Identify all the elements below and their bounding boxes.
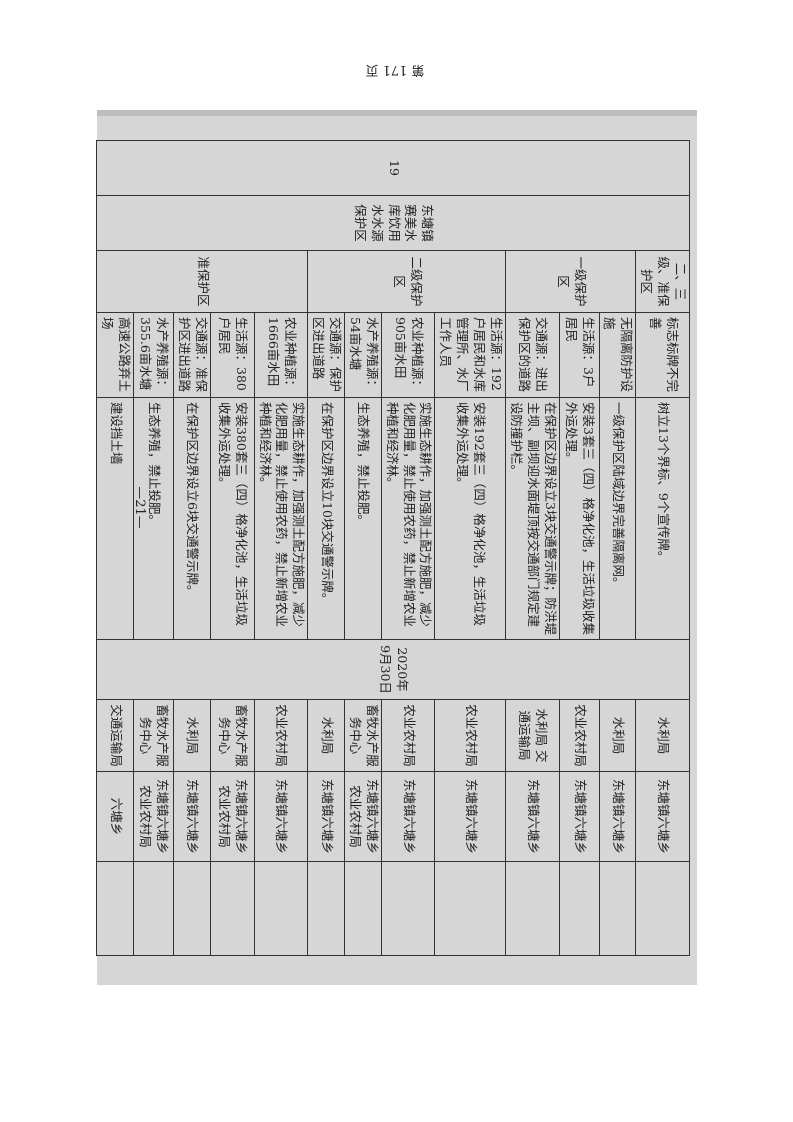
protection-level-cell: 一级保护区 — [505, 250, 636, 313]
problem-cell: 交通源：保护区进出道路 — [307, 312, 345, 398]
empty-cell — [505, 861, 560, 956]
empty-cell — [344, 861, 382, 956]
problem-cell: 农业种植源：1666亩水田 — [254, 312, 308, 398]
measure-cell: 安装3套三（四）格净化池，生活垃圾收集外运处理。 — [559, 397, 600, 640]
department-cell: 水利局 — [635, 699, 690, 772]
measure-cell: 一级保护区陆域边界完善隔离网。 — [599, 397, 636, 640]
department-cell: 水利局 交通运输局 — [505, 699, 560, 772]
rectification-table: 19 东塘镇赛美水库饮用水水源保护区 二、三级、准保护区 标志标牌不完善 树立13个界标… — [96, 140, 690, 956]
department-cell: 农业农村局 — [559, 699, 600, 772]
department-cell: 农业农村局 — [254, 699, 308, 772]
protection-level-cell: 准保护区 — [96, 250, 308, 313]
problem-cell: 生活源：192户居民和水库管理所、水厂工作人员 — [435, 312, 506, 398]
township-cell: 东塘镇六塘乡农业农村局 — [344, 771, 382, 862]
measure-cell: 树立13个界标、9个宣传牌。 — [635, 397, 690, 640]
problem-cell: 交通源：准保护区进出道路 — [173, 312, 211, 398]
measure-cell: 在保护区边界设立6块交通警示牌。 — [173, 397, 211, 640]
department-cell: 农业农村局 — [381, 699, 435, 772]
measure-cell: 生态养殖，禁止投肥。 — [344, 397, 382, 640]
table-row: 一级保护区 无隔离防护设施 一级保护区陆域边界完善隔离网。 水利局 东塘镇六塘乡 — [505, 141, 636, 956]
township-cell: 东塘镇六塘乡 — [505, 771, 560, 862]
department-cell: 水利局 — [599, 699, 636, 772]
protection-level-cell: 二级保护区 — [307, 250, 506, 313]
township-cell: 东塘镇六塘乡 — [635, 771, 690, 862]
problem-cell: 无隔离防护设施 — [599, 312, 636, 398]
empty-cell — [599, 861, 636, 956]
page-footer-number: —21— — [131, 486, 147, 529]
table-row: 19 东塘镇赛美水库饮用水水源保护区 二、三级、准保护区 标志标牌不完善 树立13个界标… — [96, 140, 690, 956]
measure-cell: 安装380套三（四）格净化池，生活垃圾收集外运处理。 — [210, 397, 255, 640]
township-cell: 东塘镇六塘乡 — [254, 771, 308, 862]
table-row: 二级保护区 生活源：192户居民和水库管理所、水厂工作人员 安装192套三（四）格净… — [307, 141, 506, 956]
township-cell: 六塘乡 — [96, 771, 134, 862]
rotated-table-container: 19 东塘镇赛美水库饮用水水源保护区 二、三级、准保护区 标志标牌不完善 树立13个界标… — [96, 140, 690, 956]
empty-cell — [133, 861, 174, 956]
protection-level-cell: 二、三级、准保护区 — [635, 250, 690, 313]
empty-cell — [435, 861, 506, 956]
measure-cell: 实施生态耕作，加强测土配方施肥，减少化肥用量，禁止使用农药，禁止新增农业种植和经… — [381, 397, 435, 640]
township-cell: 东塘镇六塘乡农业农村局 — [133, 771, 174, 862]
problem-cell: 水产养殖源：54亩水塘 — [344, 312, 382, 398]
township-cell: 东塘镇六塘乡 — [381, 771, 435, 862]
department-cell: 畜牧水产服务中心 — [133, 699, 174, 772]
problem-cell: 标志标牌不完善 — [635, 312, 690, 398]
empty-cell — [254, 861, 308, 956]
index-cell: 19 — [96, 140, 690, 196]
measure-cell: 实施生态耕作，加强测土配方施肥，减少化肥用量，禁止使用农药，禁止新增农业种植和经… — [254, 397, 308, 640]
problem-cell: 交通源：进出保护区的道路 — [505, 312, 560, 398]
measure-cell: 建设挡土墙 — [96, 397, 134, 640]
department-cell: 农业农村局 — [435, 699, 506, 772]
measure-cell: 在保护区边界设立3块交通警示牌；防洪堤主坝、副坝迎水面堤顶按交通部门规定建设防撞… — [505, 397, 560, 640]
scanned-page — [97, 110, 697, 985]
township-cell: 东塘镇六塘乡 — [559, 771, 600, 862]
table-row: 准保护区 农业种植源：1666亩水田 实施生态耕作，加强测土配方施肥，减少化肥用量，… — [96, 141, 308, 956]
township-cell: 东塘镇六塘乡 — [435, 771, 506, 862]
measure-cell: 在保护区边界设立10块交通警示牌。 — [307, 397, 345, 640]
township-cell: 东塘镇六塘乡 — [599, 771, 636, 862]
township-cell: 东塘镇六塘乡 — [307, 771, 345, 862]
empty-cell — [559, 861, 600, 956]
problem-cell: 水产养殖源：355.6亩水塘 — [133, 312, 174, 398]
empty-cell — [96, 861, 134, 956]
page-header-label: 第 171 页 — [365, 62, 425, 77]
empty-cell — [635, 861, 690, 956]
department-cell: 水利局 — [307, 699, 345, 772]
department-cell: 交通运输局 — [96, 699, 134, 772]
township-cell: 东塘镇六塘乡农业农村局 — [210, 771, 255, 862]
empty-cell — [307, 861, 345, 956]
township-cell: 东塘镇六塘乡 — [173, 771, 211, 862]
department-cell: 畜牧水产服务中心 — [210, 699, 255, 772]
scan-edge — [97, 110, 697, 116]
department-cell: 畜牧水产服务中心 — [344, 699, 382, 772]
problem-cell: 高速公路弃土场 — [96, 312, 134, 398]
department-cell: 水利局 — [173, 699, 211, 772]
empty-cell — [381, 861, 435, 956]
empty-cell — [173, 861, 211, 956]
source-name-cell: 东塘镇赛美水库饮用水水源保护区 — [96, 195, 690, 251]
problem-cell: 生活源：3户居民 — [559, 312, 600, 398]
deadline-cell: 2020年9月30日 — [96, 639, 690, 700]
empty-cell — [210, 861, 255, 956]
measure-cell: 安装192套三（四）格净化池，生活垃圾收集外运处理。 — [435, 397, 506, 640]
problem-cell: 农业种植源：905亩水田 — [381, 312, 435, 398]
problem-cell: 生活源：380户居民 — [210, 312, 255, 398]
